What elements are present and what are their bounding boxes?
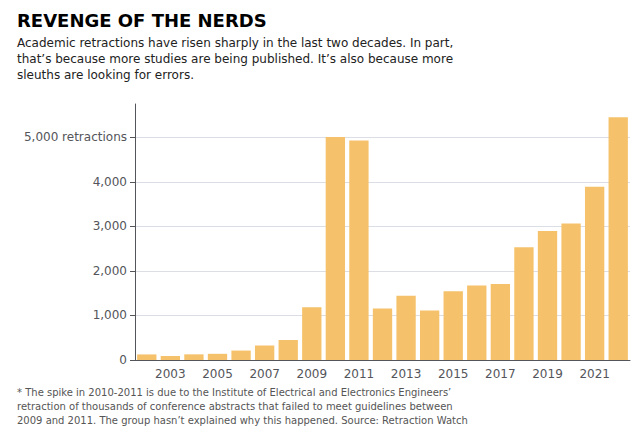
svg-text:5,000 retractions: 5,000 retractions xyxy=(24,130,127,144)
svg-text:retraction of thousands of con: retraction of thousands of conference ab… xyxy=(17,401,453,412)
svg-text:2019: 2019 xyxy=(532,367,563,381)
svg-text:2007: 2007 xyxy=(249,367,280,381)
svg-text:2005: 2005 xyxy=(202,367,233,381)
svg-text:REVENGE OF THE NERDS: REVENGE OF THE NERDS xyxy=(17,10,267,31)
svg-text:Academic retractions have rise: Academic retractions have risen sharply … xyxy=(17,36,453,50)
svg-text:3,000: 3,000 xyxy=(93,219,127,233)
svg-text:2021: 2021 xyxy=(579,367,610,381)
svg-text:2017: 2017 xyxy=(485,367,516,381)
svg-text:2015: 2015 xyxy=(438,367,469,381)
svg-text:2003: 2003 xyxy=(155,367,186,381)
svg-text:that’s because more studies ar: that’s because more studies are being pu… xyxy=(17,52,453,66)
svg-text:2011: 2011 xyxy=(344,367,375,381)
svg-text:4,000: 4,000 xyxy=(93,175,127,189)
svg-text:2009: 2009 xyxy=(297,367,328,381)
svg-text:sleuths are looking for errors: sleuths are looking for errors. xyxy=(17,68,194,82)
svg-text:2013: 2013 xyxy=(391,367,422,381)
svg-text:2009 and 2011. The group hasn’: 2009 and 2011. The group hasn’t explaine… xyxy=(17,415,468,426)
svg-text:0: 0 xyxy=(119,353,127,367)
svg-text:1,000: 1,000 xyxy=(93,308,127,322)
svg-text:* The spike in 2010-2011 is du: * The spike in 2010-2011 is due to the I… xyxy=(17,387,451,398)
svg-text:2,000: 2,000 xyxy=(93,264,127,278)
